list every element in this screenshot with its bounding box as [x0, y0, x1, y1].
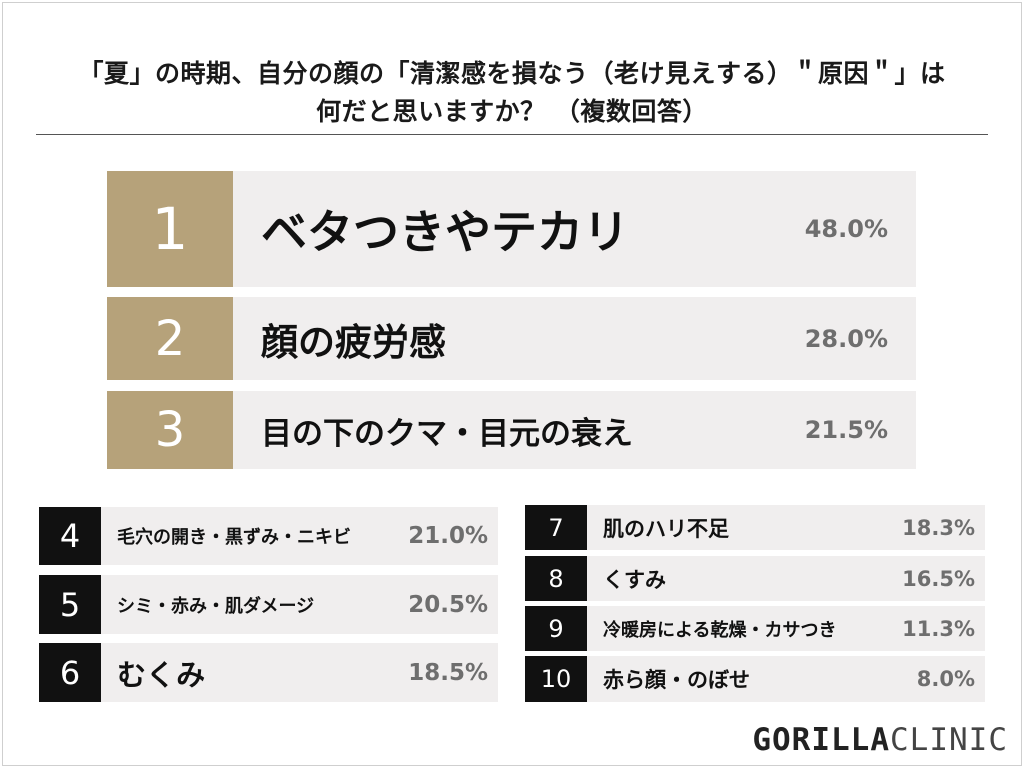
ranking-row-4: 4 毛穴の開き・黒ずみ・ニキビ 21.0%	[39, 507, 498, 565]
rank-number: 5	[39, 575, 101, 634]
ranking-percent: 48.0%	[804, 215, 888, 243]
rank-number: 2	[107, 297, 233, 380]
ranking-percent: 8.0%	[916, 667, 975, 691]
rank-number: 1	[107, 171, 233, 287]
ranking-percent: 11.3%	[902, 616, 975, 641]
chart-title: 「夏」の時期、自分の顔の「清潔感を損なう（老け見えする）＂原因＂」は 何だと思い…	[30, 55, 994, 131]
ranking-label: くすみ	[603, 567, 666, 592]
ranking-percent: 21.5%	[804, 416, 888, 444]
ranking-bar: 毛穴の開き・黒ずみ・ニキビ 21.0%	[101, 507, 498, 565]
ranking-label: 冷暖房による乾燥・カサつき	[603, 619, 837, 641]
ranking-label: ベタつきやテカリ	[261, 205, 629, 259]
ranking-label: むくみ	[117, 657, 206, 692]
ranking-bar: くすみ 16.5%	[587, 556, 985, 601]
title-divider	[36, 134, 988, 135]
ranking-row-2: 2 顔の疲労感 28.0%	[107, 297, 916, 380]
ranking-row-9: 9 冷暖房による乾燥・カサつき 11.3%	[525, 606, 985, 651]
logo-bold-text: GORILLA	[752, 722, 891, 758]
ranking-label: シミ・赤み・肌ダメージ	[117, 595, 315, 617]
ranking-row-5: 5 シミ・赤み・肌ダメージ 20.5%	[39, 575, 498, 634]
ranking-percent: 20.5%	[408, 591, 488, 618]
title-line-2: 何だと思いますか？ （複数回答）	[316, 97, 708, 126]
ranking-row-6: 6 むくみ 18.5%	[39, 643, 498, 702]
rank-number: 4	[39, 507, 101, 565]
ranking-bar: 肌のハリ不足 18.3%	[587, 505, 985, 550]
ranking-bar: ベタつきやテカリ 48.0%	[233, 171, 916, 287]
gorilla-clinic-logo: GORILLACLINIC	[752, 722, 1008, 758]
rank-number: 10	[525, 656, 587, 702]
ranking-percent: 16.5%	[902, 566, 975, 591]
ranking-row-1: 1 ベタつきやテカリ 48.0%	[107, 171, 916, 287]
ranking-bar: 目の下のクマ・目元の衰え 21.5%	[233, 391, 916, 469]
ranking-bar: 赤ら顔・のぼせ 8.0%	[587, 656, 985, 702]
rank-number: 9	[525, 606, 587, 651]
ranking-percent: 18.3%	[902, 515, 975, 540]
ranking-bar: 冷暖房による乾燥・カサつき 11.3%	[587, 606, 985, 651]
rank-number: 7	[525, 505, 587, 550]
ranking-row-8: 8 くすみ 16.5%	[525, 556, 985, 601]
title-line-1: 「夏」の時期、自分の顔の「清潔感を損なう（老け見えする）＂原因＂」は	[78, 59, 946, 88]
ranking-bar: シミ・赤み・肌ダメージ 20.5%	[101, 575, 498, 634]
ranking-label: 赤ら顔・のぼせ	[603, 668, 750, 692]
ranking-label: 毛穴の開き・黒ずみ・ニキビ	[117, 527, 351, 548]
ranking-bar: 顔の疲労感 28.0%	[233, 297, 916, 380]
ranking-label: 肌のハリ不足	[603, 516, 729, 541]
ranking-row-7: 7 肌のハリ不足 18.3%	[525, 505, 985, 550]
logo-light-text: CLINIC	[890, 722, 1008, 758]
ranking-bar: むくみ 18.5%	[101, 643, 498, 702]
ranking-row-10: 10 赤ら顔・のぼせ 8.0%	[525, 656, 985, 702]
rank-number: 8	[525, 556, 587, 601]
rank-number: 6	[39, 643, 101, 702]
rank-number: 3	[107, 391, 233, 469]
ranking-label: 顔の疲労感	[261, 320, 446, 364]
ranking-percent: 18.5%	[408, 659, 488, 686]
ranking-row-3: 3 目の下のクマ・目元の衰え 21.5%	[107, 391, 916, 469]
ranking-label: 目の下のクマ・目元の衰え	[261, 415, 633, 452]
ranking-percent: 28.0%	[804, 324, 888, 353]
ranking-percent: 21.0%	[408, 523, 488, 549]
